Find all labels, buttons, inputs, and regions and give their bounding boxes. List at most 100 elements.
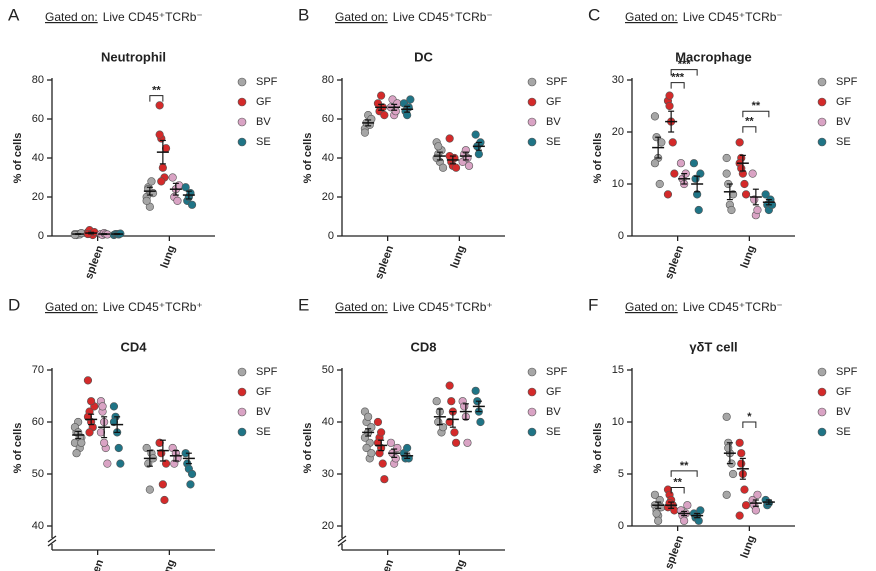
significance-label: * [747,411,752,423]
y-tick-label: 0 [618,230,624,242]
data-point [471,386,480,395]
data-point [464,161,474,170]
legend-label: SPF [546,76,568,88]
data-point [432,397,441,406]
data-point [186,480,195,489]
data-point [450,428,459,437]
data-point [741,501,751,510]
data-point [142,196,151,205]
y-tick-label: 50 [322,364,334,376]
y-tick-label: 5 [618,468,624,480]
y-tick-label: 10 [612,416,624,428]
chart-title: CD4 [120,339,147,354]
data-point [724,443,733,453]
y-axis-label: % of cells [302,133,314,184]
legend-marker [817,137,827,147]
legend-marker [237,407,247,417]
gate-prefix: Gated on: [45,300,98,314]
legend-label: SE [836,426,851,438]
y-tick-label: 0 [328,230,334,242]
data-point [187,200,197,209]
legend-label: GF [836,96,852,108]
data-point [727,205,736,215]
data-point [147,177,156,186]
legend-label: BV [256,116,271,128]
data-point [438,163,448,172]
legend-label: SPF [546,366,568,378]
data-point [451,163,461,172]
y-tick-label: 20 [322,191,334,203]
data-point [728,469,738,479]
data-point [670,169,679,178]
data-point [650,112,660,121]
data-point [168,173,177,182]
significance-bracket [742,110,770,118]
gate-text: Live CD45⁺TCRb⁻ [103,10,203,24]
legend-marker [817,407,827,417]
panel: A Gated on: Live CD45⁺TCRb⁻ Neutrophil % of … [8,5,278,280]
legend-label: SE [256,136,271,148]
data-point [696,506,705,515]
significance-label: ** [752,100,761,112]
legend-label: GF [256,386,272,398]
significance-label: *** [671,72,685,84]
data-point [722,412,731,421]
significance-label: ** [745,116,754,128]
chart-title: Macrophage [675,49,752,64]
y-tick-label: 30 [612,74,624,86]
data-point [100,438,109,447]
legend-marker [527,427,537,437]
panel: D Gated on: Live CD45⁺TCRb⁺ CD4 % of cells 40… [8,295,278,571]
legend-label: SPF [256,76,278,88]
significance-label: ** [680,460,689,472]
y-axis-label: % of cells [592,133,604,184]
data-point [683,501,692,510]
legend-label: GF [836,386,852,398]
legend-label: GF [546,96,562,108]
data-point [155,438,164,447]
gate-header: Gated on: Live CD45⁺TCRb⁺ [335,300,493,314]
legend-label: SE [836,136,851,148]
legend-marker [817,117,827,127]
data-point [451,438,461,447]
panel-letter: E [298,295,309,314]
gate-header: Gated on: Live CD45⁺TCRb⁻ [335,10,493,24]
panel-letter: B [298,5,309,24]
data-point [737,459,746,468]
data-point [158,480,167,489]
gate-prefix: Gated on: [335,10,388,24]
significance-bracket [670,69,698,76]
axis-break [337,539,347,547]
panel-letter: F [588,295,598,314]
data-point [696,169,705,178]
data-point [476,417,485,427]
legend-label: SPF [256,366,278,378]
gate-header: Gated on: Live CD45⁺TCRb⁻ [45,10,203,24]
y-tick-label: 0 [38,230,44,242]
data-point [741,190,751,199]
data-point [652,509,661,518]
axis-break [47,535,57,543]
gate-text: Live CD45⁺TCRb⁻ [683,300,783,314]
legend-marker [237,77,247,87]
legend-marker [817,97,827,107]
y-tick-label: 70 [32,364,44,376]
data-point [680,516,689,525]
data-point [655,179,664,189]
legend-label: BV [836,116,851,128]
gate-text: Live CD45⁺TCRb⁻ [683,10,783,24]
data-point [735,511,744,520]
y-tick-label: 60 [322,113,334,125]
y-tick-label: 60 [32,113,44,125]
axis-break [337,535,347,543]
chart-title: CD8 [410,339,436,354]
gate-header: Gated on: Live CD45⁺TCRb⁻ [625,10,783,24]
chart-title: DC [414,49,433,64]
data-point [114,443,123,453]
data-point [181,183,190,192]
data-point [378,459,387,468]
y-tick-label: 20 [612,126,624,138]
legend-marker [527,77,537,87]
x-tick-label: spleen [663,534,686,571]
x-tick-label: spleen [83,244,106,281]
